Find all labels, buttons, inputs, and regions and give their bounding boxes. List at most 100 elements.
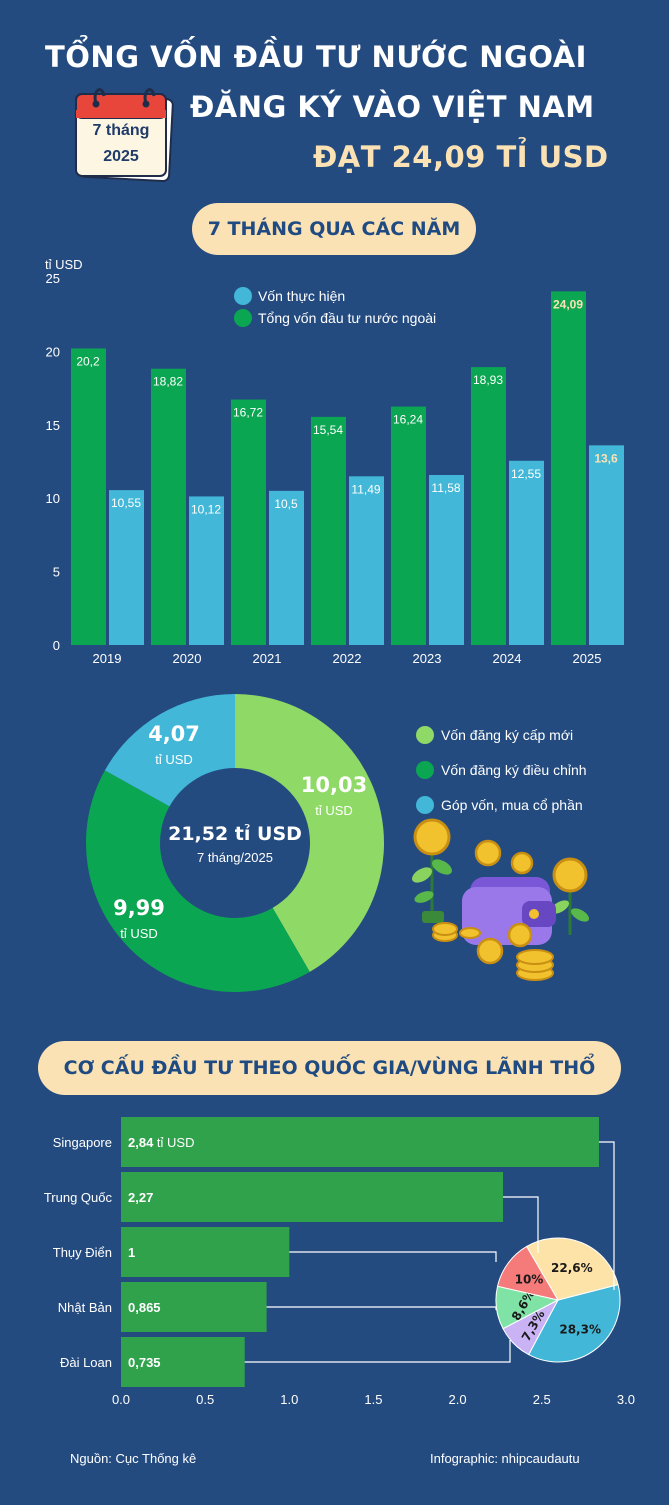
hbar-Trung Quốc: [121, 1172, 504, 1222]
x-tick-label: 2025: [573, 651, 602, 666]
x-tick-label: 2.0: [449, 1392, 467, 1407]
x-tick-label: 1.5: [364, 1392, 382, 1407]
bar-total-2022: [311, 416, 346, 645]
chart-countries: Singapore 2,84 tỉ USD Trung Quốc 2,27 Thụy Đ…: [44, 1117, 635, 1407]
pie-slice: [527, 1283, 621, 1363]
data-label-total: 16,72: [233, 406, 263, 420]
connector-line: [289, 1251, 497, 1262]
x-tick-label: 2024: [493, 651, 522, 666]
x-tick-label: 2020: [173, 651, 202, 666]
donut-center-value: 21,52 tỉ USD: [168, 823, 302, 845]
x-tick-label: 2022: [333, 651, 362, 666]
bar-realized-2020: [189, 496, 224, 645]
pie-slice-label: 10%: [515, 1273, 544, 1287]
y-tick-label: 0: [53, 638, 60, 653]
source-text: Nguồn: Cục Thống kê: [70, 1451, 197, 1466]
bar-realized-2019: [109, 490, 144, 645]
legend-label: Vốn đăng ký cấp mới: [441, 727, 573, 743]
section1-title: 7 THÁNG QUA CÁC NĂM: [192, 203, 476, 255]
donut-slice: [104, 694, 235, 807]
data-label-realized: 10,12: [191, 502, 221, 516]
y-category-label: Nhật Bản: [58, 1300, 112, 1315]
y-category-label: Thụy Điển: [53, 1245, 112, 1260]
hbar-value-label: 2,84 tỉ USD: [128, 1135, 194, 1150]
hbar-value-label: 1: [128, 1245, 135, 1260]
connector-line: [244, 1340, 511, 1363]
data-label-total: 18,82: [153, 375, 183, 389]
chart-donut: 10,03 tỉ USD Vốn đăng ký cấp mới 9,99 tỉ USD…: [85, 694, 587, 992]
legend-marker: [416, 761, 434, 779]
legend-marker: [416, 796, 434, 814]
hbar-Đài Loan: [121, 1337, 245, 1387]
x-tick-label: 0.0: [112, 1392, 130, 1407]
y-axis-unit: tỉ USD: [45, 257, 83, 272]
bar-realized-2025: [589, 445, 624, 645]
title-line-1: TỔNG VỐN ĐẦU TƯ NƯỚC NGOÀI: [45, 40, 587, 74]
data-label-realized: 11,58: [431, 481, 460, 495]
x-tick-label: 1.0: [280, 1392, 298, 1407]
data-label-total: 18,93: [473, 373, 503, 387]
donut-center-sub: 7 tháng/2025: [197, 850, 273, 865]
bar-realized-2021: [269, 490, 304, 645]
y-category-label: Trung Quốc: [44, 1190, 113, 1205]
legend-marker: [234, 287, 252, 305]
hbar-value-label: 0,865: [128, 1300, 161, 1315]
data-label-realized: 11,49: [351, 482, 380, 496]
connector-line: [598, 1141, 615, 1290]
connector-line: [266, 1306, 497, 1310]
x-tick-label: 3.0: [617, 1392, 635, 1407]
data-label-total: 15,54: [313, 423, 343, 437]
calendar-text-1: 7 tháng: [92, 122, 150, 139]
donut-slice: [85, 770, 310, 992]
x-tick-label: 2023: [413, 651, 442, 666]
bar-total-2025: [551, 291, 586, 645]
legend-marker: [234, 309, 252, 327]
calendar-icon: [72, 82, 178, 182]
hbar-Nhật Bản: [121, 1282, 267, 1332]
slice-unit-label: tỉ USD: [120, 926, 158, 941]
y-tick-label: 10: [46, 491, 60, 506]
bar-realized-2024: [509, 460, 544, 645]
connector-line: [503, 1196, 539, 1253]
data-label-total: 16,24: [393, 413, 423, 427]
y-category-label: Singapore: [53, 1135, 112, 1150]
value-unit: tỉ USD: [153, 1135, 194, 1150]
donut-slice: [235, 694, 384, 972]
legend-label: Góp vốn, mua cổ phần: [441, 797, 583, 813]
y-tick-label: 25: [46, 271, 60, 286]
slice-unit-label: tỉ USD: [155, 752, 193, 767]
bar-total-2021: [231, 399, 266, 645]
bar-realized-2022: [349, 476, 384, 645]
y-tick-label: 5: [53, 565, 60, 580]
hbar-Singapore: [121, 1117, 599, 1167]
wallet-coins-illustration: [410, 815, 595, 985]
legend-marker: [416, 726, 434, 744]
title-line-3: ĐẠT 24,09 TỈ USD: [313, 140, 609, 174]
pie-slice-label: 28,3%: [559, 1322, 601, 1336]
bar-realized-2023: [429, 475, 464, 645]
x-tick-label: 2019: [93, 651, 122, 666]
y-tick-label: 15: [46, 418, 60, 433]
legend-label: Tổng vốn đầu tư nước ngoài: [258, 310, 436, 326]
bar-total-2023: [391, 406, 426, 645]
hbar-Thụy Điển: [121, 1227, 290, 1277]
data-label-realized: 10,5: [274, 497, 298, 511]
data-label-realized: 13,6: [594, 451, 618, 465]
calendar-text-2: 2025: [103, 148, 139, 165]
data-label-total: 20,2: [76, 354, 100, 368]
x-tick-label: 2.5: [533, 1392, 551, 1407]
x-tick-label: 0.5: [196, 1392, 214, 1407]
y-category-label: Đài Loan: [60, 1355, 112, 1370]
legend-label: Vốn đăng ký điều chỉnh: [441, 762, 587, 778]
pie-slice-label: 22,6%: [551, 1261, 593, 1275]
section3-title: CƠ CẤU ĐẦU TƯ THEO QUỐC GIA/VÙNG LÃNH TH…: [38, 1041, 621, 1095]
slice-value-label: 10,03: [301, 773, 367, 797]
bar-total-2020: [151, 368, 186, 645]
slice-value-label: 9,99: [113, 896, 165, 920]
chart-yearly: tỉ USD 0 5 10 15 2025 20,2 10,55 2019 18,82 10,12 2…: [45, 257, 624, 666]
data-label-total: 24,09: [553, 297, 583, 311]
data-label-realized: 10,55: [111, 496, 141, 510]
slice-value-label: 4,07: [148, 722, 200, 746]
slice-unit-label: tỉ USD: [315, 803, 353, 818]
